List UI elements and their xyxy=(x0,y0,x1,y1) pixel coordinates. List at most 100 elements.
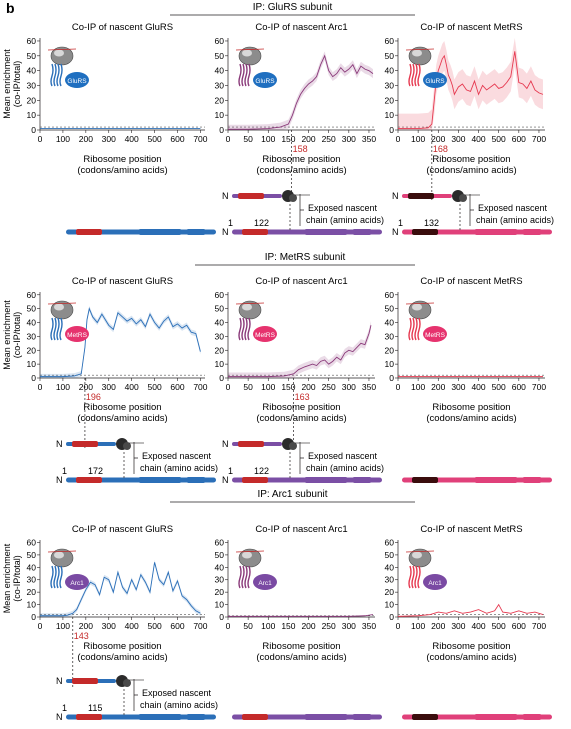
nascent-helix xyxy=(239,566,241,588)
protein-domain xyxy=(304,477,348,483)
badge-label: MetRS xyxy=(67,332,88,339)
x-tick-label: 400 xyxy=(471,134,485,144)
x-tick-label: 400 xyxy=(471,621,485,631)
n-terminus-label: N xyxy=(222,439,229,449)
protein-domain xyxy=(186,714,206,720)
series-line xyxy=(228,615,373,617)
protein-bar xyxy=(232,477,382,483)
n-terminus-label: N xyxy=(392,227,399,237)
nascent-segment xyxy=(408,193,434,199)
badge-label: Arc1 xyxy=(70,580,84,587)
nascent-helix xyxy=(418,64,420,86)
y-tick-label: 40 xyxy=(385,66,395,76)
n-terminal-segment xyxy=(76,714,102,720)
x-tick-label: 700 xyxy=(193,134,207,144)
ribosome-highlight xyxy=(54,50,64,57)
badge-label: Arc1 xyxy=(258,580,272,587)
protein-domain xyxy=(304,229,348,235)
x-tick-label: 700 xyxy=(193,382,207,392)
chart-title: Co-IP of nascent MetRS xyxy=(420,524,522,535)
x-tick-label: 700 xyxy=(532,621,546,631)
y-tick-label: 0 xyxy=(219,125,224,135)
y-tick-label: 10 xyxy=(215,359,225,369)
x-tick-label: 0 xyxy=(38,382,43,392)
residue-start: 1 xyxy=(228,466,233,476)
x-tick-label: 200 xyxy=(301,382,315,392)
nascent-helix xyxy=(412,566,414,588)
residue-start: 1 xyxy=(398,218,403,228)
schematic-1-1: N1 122NExposed nascentchain (amino acids) xyxy=(222,438,384,485)
n-terminus-label: N xyxy=(56,439,63,449)
x-tick-label: 200 xyxy=(301,621,315,631)
protein-domain xyxy=(138,229,182,235)
y-label-line: (co-IP/total) xyxy=(12,312,22,359)
y-tick-label: 50 xyxy=(27,550,37,560)
x-tick-label: 100 xyxy=(56,134,70,144)
x-tick-label: 0 xyxy=(396,382,401,392)
x-axis-label: Ribosome position xyxy=(83,402,161,413)
nascent-helix xyxy=(248,566,250,588)
x-tick-label: 500 xyxy=(492,621,506,631)
ribosome-protein-icon: GluRS xyxy=(48,47,89,88)
exposed-label: chain (amino acids) xyxy=(140,463,218,473)
x-tick-label: 500 xyxy=(147,382,161,392)
protein-bar xyxy=(66,714,216,720)
protein-domain xyxy=(522,229,542,235)
protein-domain xyxy=(138,477,182,483)
y-tick-label: 60 xyxy=(215,290,225,300)
series-line xyxy=(40,562,200,615)
exposed-label: Exposed nascent xyxy=(142,688,212,698)
protein-domain xyxy=(138,714,182,720)
x-tick-label: 200 xyxy=(79,134,93,144)
chart-title: Co-IP of nascent Arc1 xyxy=(255,22,347,33)
y-axis-label: Mean enrichment (co-IP/total) xyxy=(2,49,22,119)
y-tick-label: 10 xyxy=(385,600,395,610)
schematic-0-1: N1 122NExposed nascentchain (amino acids) xyxy=(222,190,384,237)
badge-label: GluRS xyxy=(67,78,87,85)
nascent-helix xyxy=(418,566,420,588)
n-terminus-label: N xyxy=(56,676,63,686)
x-axis-label: Ribosome position xyxy=(83,641,161,652)
nascent-segment xyxy=(238,441,264,447)
x-tick-label: 0 xyxy=(226,621,231,631)
mrna-line xyxy=(236,49,264,50)
nascent-segment xyxy=(238,193,264,199)
nascent-helix xyxy=(57,318,59,340)
x-tick-label: 0 xyxy=(396,621,401,631)
y-tick-label: 10 xyxy=(215,110,225,120)
x-tick-label: 600 xyxy=(170,382,184,392)
x-axis-label: Ribosome position xyxy=(432,154,510,165)
series-line xyxy=(228,325,371,376)
protein-domain xyxy=(186,477,206,483)
y-tick-label: 30 xyxy=(215,80,225,90)
mrna-line xyxy=(406,303,434,304)
onset-label: 168 xyxy=(433,144,448,154)
badge-label: GluRS xyxy=(255,78,275,85)
onset-label: 163 xyxy=(295,392,310,402)
nascent-helix xyxy=(248,64,250,86)
mrna-line xyxy=(406,551,434,552)
nascent-helix xyxy=(60,318,62,340)
mrna-line xyxy=(236,551,264,552)
y-tick-label: 0 xyxy=(389,612,394,622)
ribosome-highlight xyxy=(54,304,64,311)
protein-bar xyxy=(66,229,216,235)
y-tick-label: 10 xyxy=(215,600,225,610)
y-tick-label: 40 xyxy=(385,562,395,572)
protein-bar xyxy=(402,477,552,483)
nascent-helix xyxy=(57,566,59,588)
nascent-helix xyxy=(57,64,59,86)
chart-panel-8: Co-IP of nascent Arc101020304050600 50 100… xyxy=(215,524,377,663)
onset-label: 196 xyxy=(86,392,101,402)
n-terminal-segment xyxy=(76,477,102,483)
chart-panel-7: Co-IP of nascent GluRS01020304050600 100 2… xyxy=(2,524,208,687)
y-tick-label: 10 xyxy=(27,359,37,369)
protein-bar xyxy=(66,477,216,483)
y-label-line: (co-IP/total) xyxy=(12,555,22,602)
residue-start: 1 xyxy=(62,466,67,476)
y-tick-label: 30 xyxy=(215,575,225,585)
x-tick-label: 700 xyxy=(532,382,546,392)
badge-label: Arc1 xyxy=(428,580,442,587)
